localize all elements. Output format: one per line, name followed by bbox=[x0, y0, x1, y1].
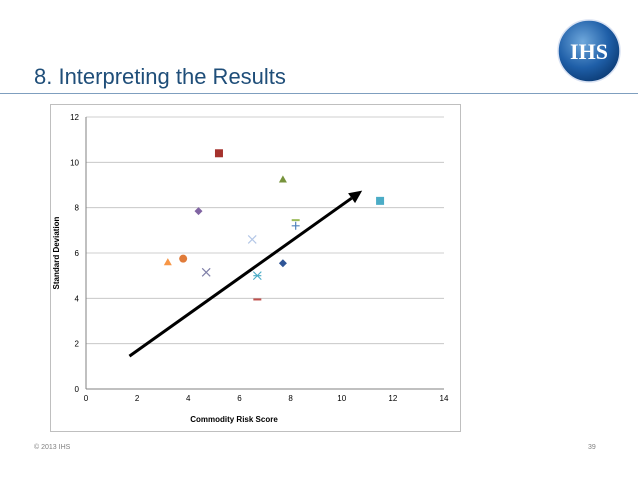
svg-text:IHS: IHS bbox=[570, 39, 608, 64]
y-tick-label: 10 bbox=[70, 158, 79, 167]
data-point bbox=[194, 207, 203, 216]
trend-arrow-head bbox=[348, 190, 363, 204]
trend-arrow bbox=[128, 190, 363, 358]
x-tick-label: 8 bbox=[288, 394, 293, 403]
x-tick-label: 6 bbox=[237, 394, 242, 403]
x-tick-label: 2 bbox=[135, 394, 140, 403]
x-tick-label: 4 bbox=[186, 394, 191, 403]
data-point bbox=[214, 149, 223, 158]
x-tick-label: 0 bbox=[84, 394, 89, 403]
data-point bbox=[291, 221, 300, 230]
title-divider bbox=[0, 93, 638, 94]
y-axis-label: Standard Deviation bbox=[52, 216, 61, 289]
axes bbox=[85, 117, 444, 390]
x-tick-label: 10 bbox=[337, 394, 346, 403]
tick-labels: 0 2 4 6 8 10 12 0 2 4 6 8 10 12 14 bbox=[70, 113, 449, 403]
x-tick-label: 12 bbox=[388, 394, 397, 403]
data-point bbox=[201, 267, 211, 277]
grid-lines bbox=[86, 116, 444, 345]
data-point bbox=[247, 234, 257, 244]
y-tick-label: 0 bbox=[75, 385, 80, 394]
y-tick-label: 4 bbox=[75, 294, 80, 303]
data-point bbox=[278, 259, 287, 268]
page-number: 39 bbox=[588, 444, 596, 451]
data-point bbox=[179, 254, 188, 263]
copyright-footer: © 2013 IHS bbox=[34, 444, 71, 451]
y-tick-label: 6 bbox=[75, 249, 80, 258]
slide-title: 8. Interpreting the Results bbox=[34, 64, 286, 89]
data-points bbox=[163, 149, 385, 301]
x-tick-label: 14 bbox=[440, 394, 449, 403]
data-point bbox=[376, 196, 385, 205]
data-point bbox=[163, 258, 172, 266]
trend-arrow-shaft bbox=[128, 196, 353, 358]
data-point bbox=[278, 175, 287, 183]
x-axis-label: Commodity Risk Score bbox=[190, 415, 278, 424]
data-point bbox=[252, 271, 262, 281]
y-tick-label: 12 bbox=[70, 113, 79, 122]
y-tick-label: 2 bbox=[75, 340, 80, 349]
y-tick-label: 8 bbox=[75, 204, 80, 213]
ihs-logo-icon: IHS bbox=[557, 19, 621, 83]
